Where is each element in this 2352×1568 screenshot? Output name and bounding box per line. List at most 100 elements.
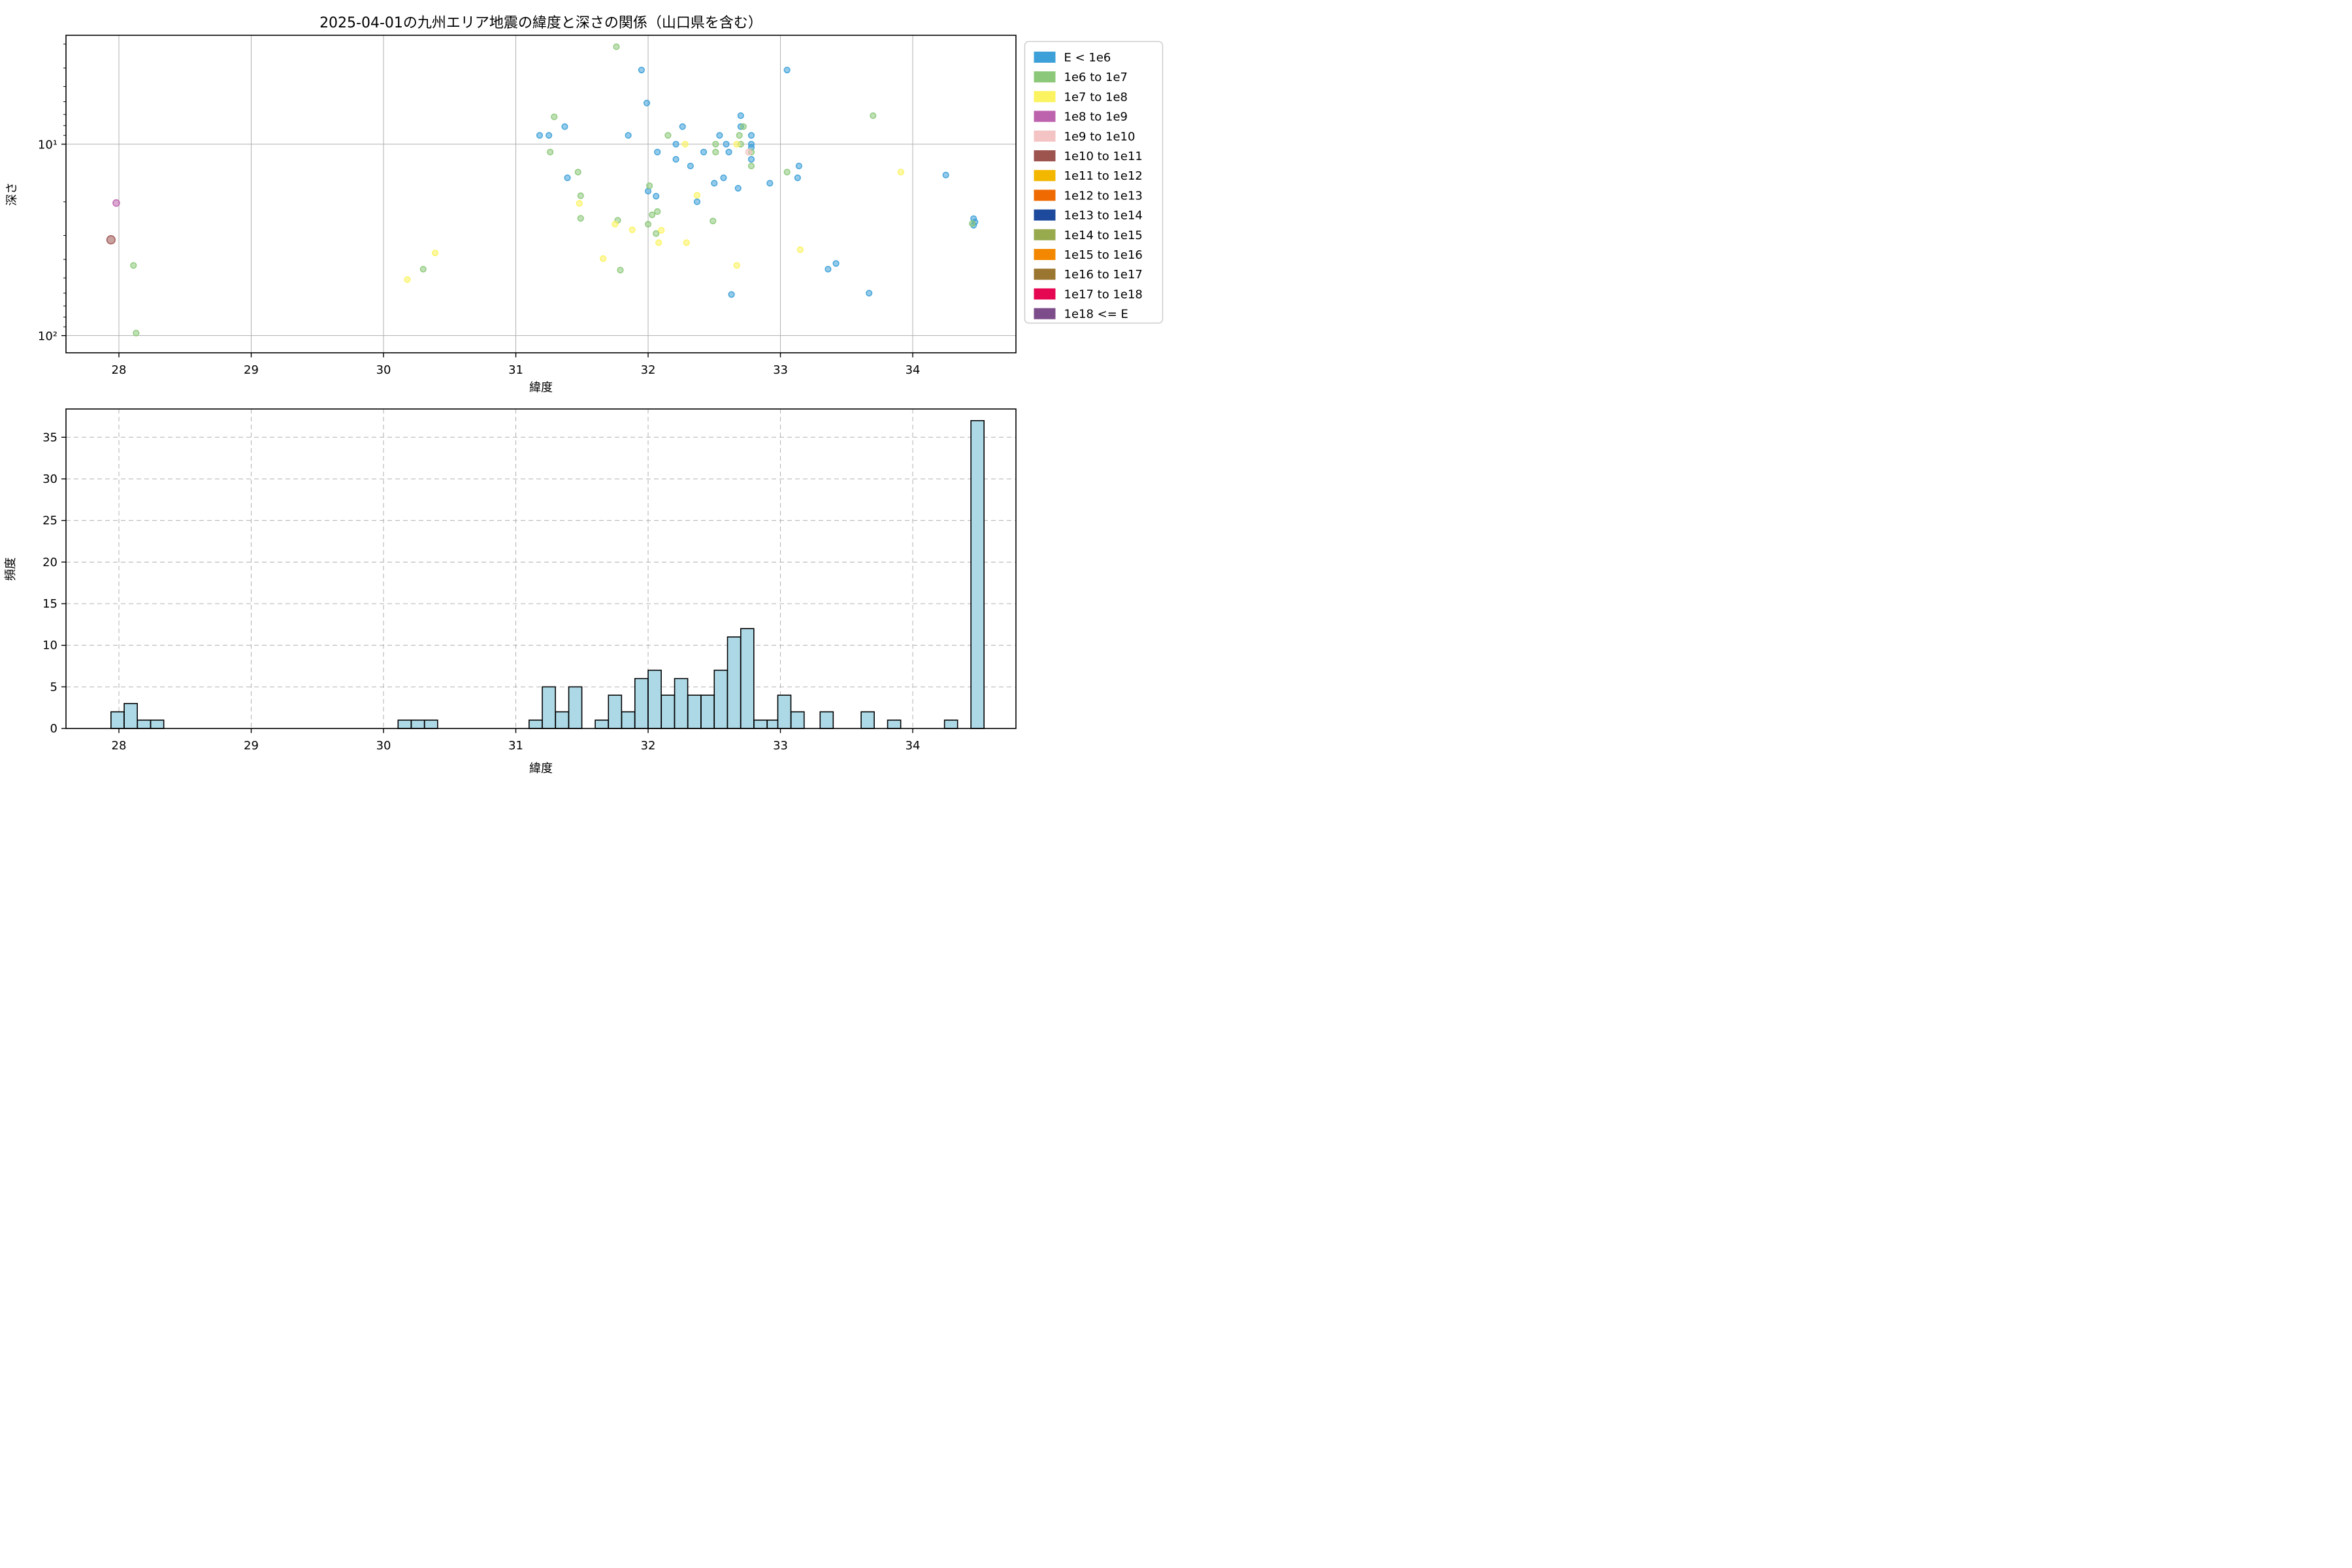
scatter-series [112, 199, 120, 207]
legend-label: 1e10 to 1e11 [1064, 150, 1143, 163]
hist-bar [123, 702, 138, 729]
scatter-point [969, 220, 976, 227]
scatter-point [561, 123, 568, 130]
hist-bar [568, 686, 583, 729]
hist-bar [410, 719, 425, 729]
legend-label: 1e18 <= E [1064, 308, 1128, 321]
legend-swatch [1034, 130, 1056, 142]
legend-swatch [1034, 229, 1056, 240]
scatter-point [693, 191, 701, 199]
hist-ytick-label: 25 [42, 514, 57, 528]
scatter-point [740, 123, 747, 130]
scatter-point [795, 162, 802, 170]
legend-entry: 1e11 to 1e12 [1034, 169, 1143, 183]
scatter-point [725, 148, 732, 155]
scatter-point [683, 239, 690, 246]
legend: E < 1e6 1e6 to 1e7 1e7 to 1e8 1e8 to 1e9 1e9… [1024, 41, 1164, 324]
scatter-point [419, 265, 427, 273]
scatter-point [646, 182, 653, 189]
legend-label: 1e11 to 1e12 [1064, 169, 1143, 183]
hist-bar [621, 711, 636, 729]
scatter-ytick-label: 10² [38, 330, 57, 344]
hist-xtick-label: 34 [906, 739, 921, 753]
legend-box [1024, 41, 1164, 324]
legend-label: 1e7 to 1e8 [1064, 90, 1128, 104]
scatter-point [106, 235, 116, 245]
hist-bar [777, 694, 792, 729]
scatter-xlabel: 緯度 [529, 381, 553, 395]
hist-ytick-label: 35 [42, 431, 57, 444]
hist-xtick-label: 28 [112, 739, 127, 753]
scatter-point [700, 148, 708, 155]
hist-ylabel: 頻度 [4, 557, 18, 581]
scatter-point [629, 226, 636, 233]
scatter-point [766, 180, 774, 187]
hist-bar [790, 711, 805, 729]
legend-swatch [1034, 308, 1056, 319]
legend-entry: 1e17 to 1e18 [1034, 287, 1143, 301]
legend-label: 1e17 to 1e18 [1064, 287, 1143, 301]
hist-xtick-label: 32 [641, 739, 656, 753]
scatter-series [106, 235, 116, 245]
scatter-point [574, 169, 581, 176]
hist-bar [423, 719, 438, 729]
scatter-point [733, 262, 740, 269]
scatter-point [576, 200, 583, 207]
scatter-ytick-label: 10¹ [38, 139, 57, 152]
scatter-point [794, 174, 801, 182]
hist-xtick-label: 30 [376, 739, 391, 753]
hist-xtick-label: 31 [508, 739, 523, 753]
scatter-point [716, 132, 723, 139]
legend-swatch [1034, 150, 1056, 161]
scatter-point [942, 171, 949, 178]
hist-bar [687, 694, 702, 729]
scatter-point [546, 132, 553, 139]
legend-label: 1e16 to 1e17 [1064, 268, 1143, 282]
legend-entry: 1e16 to 1e17 [1034, 268, 1143, 282]
scatter-point [404, 276, 411, 284]
legend-entry: 1e7 to 1e8 [1034, 90, 1128, 104]
scatter-point [133, 329, 140, 336]
hist-bar [727, 636, 742, 729]
hist-bar [634, 678, 649, 729]
legend-swatch [1034, 269, 1056, 280]
scatter-xtick-label: 28 [112, 363, 127, 377]
scatter-point [600, 255, 607, 262]
scatter-point [654, 148, 661, 155]
hist-bar [860, 711, 875, 729]
hist-xlabel: 緯度 [529, 762, 553, 776]
legend-swatch [1034, 209, 1056, 221]
legend-label: 1e8 to 1e9 [1064, 110, 1128, 124]
hist-bar [137, 719, 152, 729]
figure: 28 29 30 31 32 33 34 10¹ 10² E < 1e6 1e6 to 1e7 1e7… [0, 0, 1176, 784]
legend-swatch [1034, 288, 1056, 300]
legend-label: 1e12 to 1e13 [1064, 189, 1143, 203]
scatter-point [612, 221, 619, 228]
scatter-point [536, 132, 544, 139]
scatter-ylabel: 深さ [5, 182, 19, 206]
scatter-point [783, 169, 791, 176]
hist-bar [887, 719, 902, 729]
legend-swatch [1034, 52, 1056, 63]
scatter-point [664, 132, 672, 139]
hist-bar [753, 719, 768, 729]
scatter-xtick-label: 29 [244, 363, 259, 377]
hist-ytick-label: 10 [42, 639, 57, 653]
legend-swatch [1034, 189, 1056, 201]
legend-swatch [1034, 91, 1056, 103]
scatter-point [693, 198, 701, 205]
scatter-point [617, 267, 624, 274]
hist-bar [542, 686, 556, 729]
scatter-point [547, 148, 554, 155]
scatter-point [643, 99, 651, 106]
legend-entry: 1e8 to 1e9 [1034, 110, 1128, 124]
scatter-point [672, 155, 679, 163]
scatter-point [577, 192, 584, 199]
scatter-xtick-label: 32 [641, 363, 656, 377]
hist-bar [713, 670, 728, 729]
legend-label: 1e9 to 1e10 [1064, 130, 1135, 144]
scatter-point [737, 112, 744, 120]
hist-ytick-label: 0 [50, 722, 57, 736]
hist-bar [740, 628, 755, 729]
scatter-series [536, 67, 979, 298]
